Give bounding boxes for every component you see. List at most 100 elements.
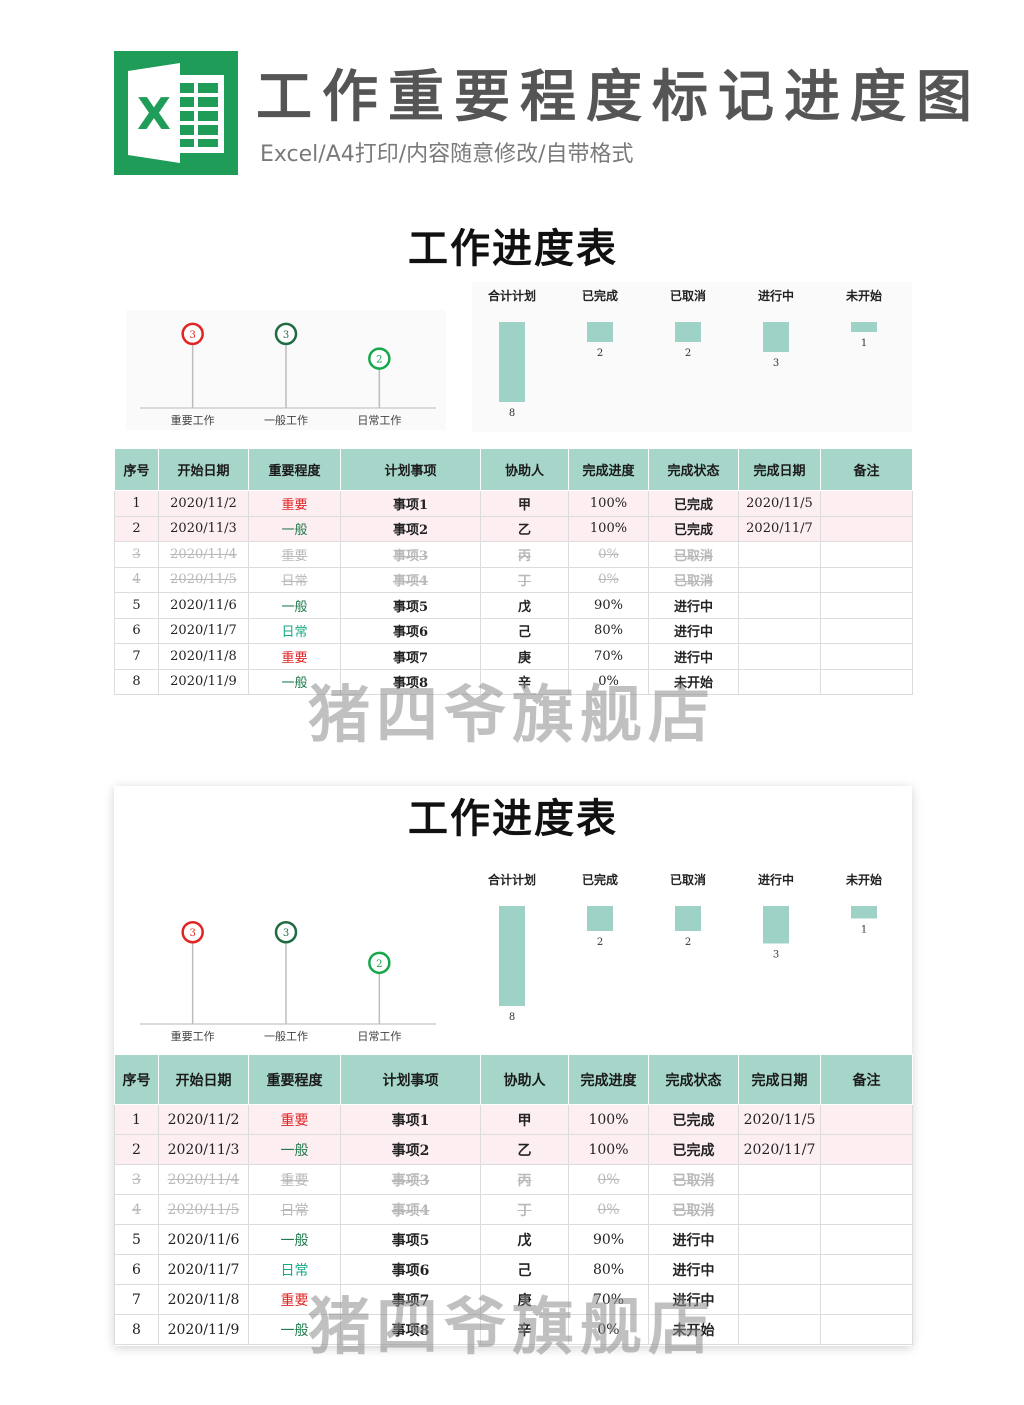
cell-start: 2020/11/8 [158, 1284, 249, 1315]
table-row: 1 2020/11/2 重要 事项1 甲 100% 已完成 2020/11/5 [114, 1104, 913, 1135]
cell-note [820, 490, 913, 517]
bar-category-label: 已完成 [582, 872, 618, 887]
bar-value-label: 1 [861, 338, 867, 349]
pin-marker [274, 920, 298, 944]
importance-pin-chart: 3 重要工作 3 一般工作 2 日常工作 [126, 310, 446, 430]
table-row: 3 2020/11/4 重要 事项3 丙 0% 已取消 [114, 1164, 913, 1195]
pin-value-label: 3 [189, 330, 195, 341]
cell-helper: 戊 [480, 592, 569, 619]
column-header: 完成状态 [648, 1054, 739, 1105]
cell-start: 2020/11/7 [158, 617, 249, 644]
cell-status: 进行中 [648, 1224, 739, 1255]
cell-finish: 2020/11/5 [738, 490, 821, 517]
cell-start: 2020/11/2 [158, 1104, 249, 1135]
cell-start: 2020/11/2 [158, 490, 249, 517]
column-header: 完成进度 [568, 448, 649, 491]
bar-value-label: 2 [685, 348, 691, 359]
excel-logo-letter: X [137, 89, 171, 140]
cell-note [820, 1284, 913, 1315]
cell-note [820, 541, 913, 568]
pin-marker [181, 322, 204, 346]
cell-helper: 辛 [480, 668, 569, 695]
cell-item: 事项8 [340, 1314, 481, 1345]
cell-note [820, 1194, 913, 1225]
table-row: 5 2020/11/6 一般 事项5 戊 90% 进行中 [114, 1224, 913, 1255]
cell-importance: 重要 [248, 490, 341, 517]
cell-progress: 100% [568, 490, 649, 517]
pin-category-label: 一般工作 [264, 414, 308, 427]
cell-status: 已完成 [648, 515, 739, 542]
cell-helper: 庚 [480, 1284, 569, 1315]
cell-importance: 一般 [248, 1314, 341, 1345]
cell-importance: 一般 [248, 515, 341, 542]
cell-start: 2020/11/9 [158, 668, 249, 695]
cell-progress: 100% [568, 1104, 649, 1135]
sheet-preview-bottom: 工作进度表 3 重要工作 3 一般工作 2 日常工作 合计计划 8 已完成 2 已取消 2 进行中 3 未… [114, 786, 913, 1346]
cell-no: 5 [114, 1224, 159, 1255]
status-bar-chart-svg: 合计计划 8 已完成 2 已取消 2 进行中 3 未开始 1 [488, 872, 882, 1023]
table-header-row: 序号 开始日期 重要程度 计划事项 协助人 完成进度 完成状态 完成日期 备注 [114, 1054, 913, 1105]
column-header: 开始日期 [158, 448, 249, 491]
progress-table: 序号 开始日期 重要程度 计划事项 协助人 完成进度 完成状态 完成日期 备注 1 2020/11… [114, 1054, 913, 1345]
bar-value-label: 1 [861, 925, 867, 936]
cell-start: 2020/11/9 [158, 1314, 249, 1345]
pin-category-label: 重要工作 [171, 1029, 215, 1043]
table-row: 8 2020/11/9 一般 事项8 辛 0% 未开始 [114, 1314, 913, 1345]
cell-importance: 日常 [248, 1194, 341, 1225]
page-subtitle: Excel/A4打印/内容随意修改/自带格式 [260, 142, 634, 167]
cell-progress: 0% [568, 1194, 649, 1225]
excel-icon: X [114, 51, 238, 175]
sheet-title: 工作进度表 [408, 225, 618, 272]
cell-importance: 一般 [248, 668, 341, 695]
table-row: 4 2020/11/5 日常 事项4 丁 0% 已取消 [114, 1194, 913, 1225]
column-header: 完成日期 [738, 1054, 821, 1105]
cell-progress: 0% [568, 1164, 649, 1195]
cell-note [820, 617, 913, 644]
cell-note [820, 1254, 913, 1285]
cell-progress: 0% [568, 1314, 649, 1345]
cell-no: 8 [114, 668, 159, 695]
cell-finish [738, 668, 821, 695]
importance-pin-chart-svg: 3 重要工作 3 一般工作 2 日常工作 [140, 322, 436, 427]
column-header: 协助人 [480, 448, 569, 491]
pin-value-label: 2 [376, 355, 382, 366]
pin-category-label: 日常工作 [357, 1030, 401, 1043]
cell-progress: 0% [568, 566, 649, 593]
cell-item: 事项3 [340, 541, 481, 568]
cell-status: 进行中 [648, 1284, 739, 1315]
cell-item: 事项8 [340, 668, 481, 695]
cell-no: 8 [114, 1314, 159, 1345]
cell-no: 1 [114, 1104, 159, 1135]
progress-table: 序号 开始日期 重要程度 计划事项 协助人 完成进度 完成状态 完成日期 备注 1 2020/11… [114, 448, 913, 695]
table-row: 8 2020/11/9 一般 事项8 辛 0% 未开始 [114, 668, 913, 695]
cell-finish: 2020/11/7 [738, 515, 821, 542]
pin-marker [368, 347, 391, 370]
cell-importance: 一般 [248, 1224, 341, 1255]
pin-marker [368, 951, 391, 975]
cell-item: 事项6 [340, 1254, 481, 1285]
cell-status: 已取消 [648, 1194, 739, 1225]
cell-start: 2020/11/4 [158, 1164, 249, 1195]
bar-category-label: 合计计划 [488, 288, 536, 303]
sheet-title: 工作进度表 [408, 795, 618, 842]
bar [675, 906, 701, 931]
cell-note [820, 1104, 913, 1135]
cell-finish [738, 1314, 821, 1345]
cell-finish [738, 592, 821, 619]
pin-value-label: 3 [283, 928, 289, 939]
cell-helper: 丙 [480, 1164, 569, 1195]
cell-helper: 乙 [480, 515, 569, 542]
cell-importance: 重要 [248, 541, 341, 568]
cell-status: 已取消 [648, 1164, 739, 1195]
column-header: 序号 [114, 448, 159, 491]
cell-note [820, 592, 913, 619]
cell-importance: 重要 [248, 1284, 341, 1315]
cell-start: 2020/11/3 [158, 1134, 249, 1165]
column-header: 计划事项 [340, 1054, 481, 1105]
cell-note [820, 1134, 913, 1165]
cell-progress: 80% [568, 1254, 649, 1285]
cell-progress: 70% [568, 643, 649, 670]
bar-value-label: 2 [597, 348, 603, 359]
bar-category-label: 未开始 [845, 288, 882, 303]
bar [675, 322, 701, 342]
